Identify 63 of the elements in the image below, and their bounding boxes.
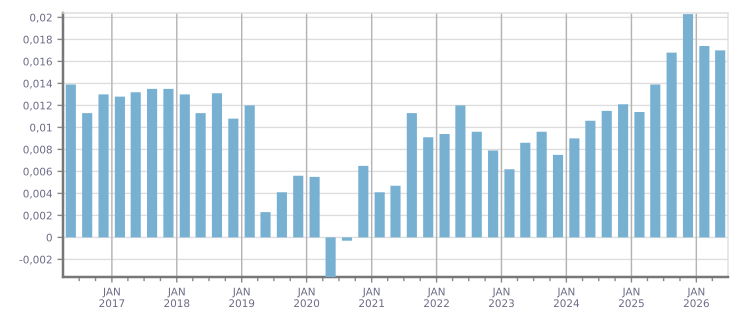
bar <box>634 112 645 238</box>
bar <box>276 192 287 238</box>
x-tick-label: JAN 2019 <box>229 288 254 308</box>
bar <box>406 113 417 238</box>
bar <box>618 104 628 238</box>
bar <box>423 137 434 238</box>
bar <box>212 93 222 238</box>
bar <box>552 154 564 238</box>
bar <box>342 237 352 241</box>
bar <box>440 134 450 238</box>
bar <box>147 88 158 238</box>
bar <box>244 105 255 238</box>
y-tick-label: 0,01 <box>30 124 52 133</box>
bar <box>569 138 580 238</box>
bar <box>66 84 76 238</box>
bar <box>130 92 141 238</box>
y-tick-label: 0,014 <box>23 80 52 89</box>
bar <box>520 142 530 238</box>
y-tick-label: 0,006 <box>23 168 52 177</box>
bar <box>488 150 498 238</box>
bar <box>326 237 336 277</box>
bar <box>504 169 515 238</box>
y-tick-label: 0,016 <box>23 58 52 67</box>
bar <box>374 192 385 238</box>
bar <box>114 96 125 238</box>
x-tick-label: JAN 2024 <box>554 288 580 308</box>
x-tick-label: JAN 2025 <box>618 288 644 308</box>
x-tick-label: JAN 2020 <box>294 288 320 308</box>
y-tick-label: -0,002 <box>20 256 52 265</box>
bar <box>82 113 92 238</box>
bar <box>682 14 694 238</box>
bar <box>585 120 596 238</box>
bar <box>260 212 271 238</box>
bar <box>196 113 206 238</box>
bar <box>98 94 109 238</box>
bar <box>472 132 482 238</box>
x-tick-label: JAN 2023 <box>488 288 514 308</box>
y-tick-label: 0,004 <box>23 190 52 199</box>
bar <box>228 118 238 238</box>
bar <box>666 52 677 238</box>
y-tick-label: 0 <box>46 234 52 242</box>
y-tick-label: 0,012 <box>23 102 52 111</box>
bar <box>455 105 466 238</box>
x-tick-label: JAN 2026 <box>684 288 709 308</box>
y-tick-label: 0,02 <box>30 14 52 23</box>
bar <box>163 88 174 238</box>
y-tick-label: 0,008 <box>23 146 52 155</box>
x-tick-label: JAN 2021 <box>359 288 384 308</box>
bar <box>358 166 368 238</box>
bar <box>310 176 320 238</box>
y-tick-label: 0,002 <box>23 212 52 221</box>
x-tick-label: JAN 2022 <box>424 288 449 308</box>
bar <box>390 186 401 238</box>
bar <box>293 176 304 238</box>
y-tick-label: 0,018 <box>23 36 52 45</box>
bar <box>699 46 710 238</box>
x-tick-label: JAN 2018 <box>164 288 190 308</box>
bar <box>602 110 612 238</box>
bar <box>715 50 726 238</box>
bar <box>536 132 547 238</box>
x-tick-label: JAN 2017 <box>99 288 124 308</box>
bar <box>650 84 660 238</box>
bar <box>180 94 190 238</box>
